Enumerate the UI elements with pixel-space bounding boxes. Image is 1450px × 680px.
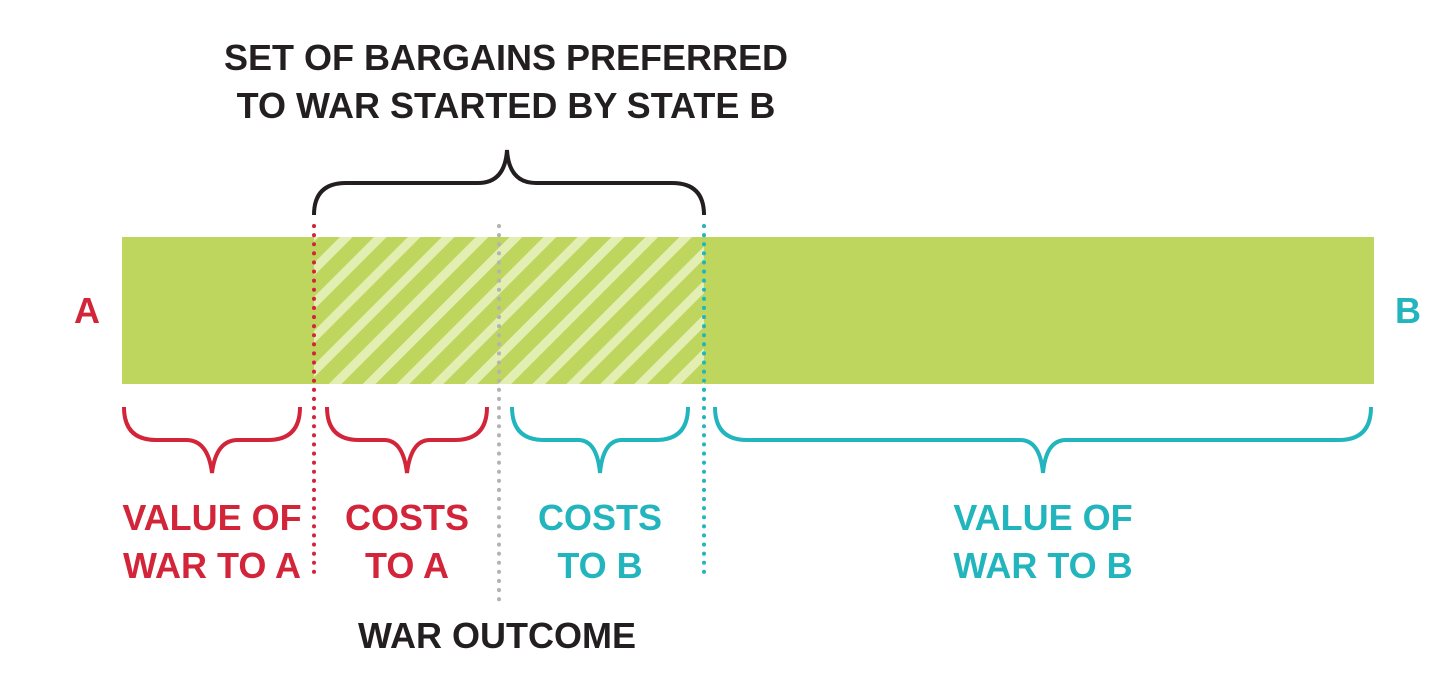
title-line-1: SET OF BARGAINS PREFERRED [224, 37, 788, 78]
endpoint-b: B [1395, 290, 1421, 331]
label-value-b-line-2: WAR TO B [953, 545, 1132, 586]
brace-value-a [122, 406, 302, 474]
title-line-2: TO WAR STARTED BY STATE B [237, 85, 776, 126]
bar-right-solid [704, 237, 1374, 384]
label-war-outcome: WAR OUTCOME [358, 615, 636, 656]
bargaining-range-brace [312, 149, 706, 216]
brace-value-b [713, 406, 1373, 474]
bar-left-solid [122, 237, 314, 384]
label-costs-a-line-2: TO A [365, 545, 449, 586]
label-value-a-line-1: VALUE OF [122, 497, 301, 538]
endpoint-a: A [74, 290, 100, 331]
label-value-a-line-2: WAR TO A [123, 545, 301, 586]
label-costs-b-line-1: COSTS [538, 497, 662, 538]
label-costs-b-line-2: TO B [557, 545, 642, 586]
label-value-b-line-1: VALUE OF [953, 497, 1132, 538]
brace-costs-b [510, 406, 690, 474]
brace-costs-a [325, 406, 489, 474]
label-costs-a-line-1: COSTS [345, 497, 469, 538]
bar-bargaining-range-hatched [314, 237, 704, 384]
